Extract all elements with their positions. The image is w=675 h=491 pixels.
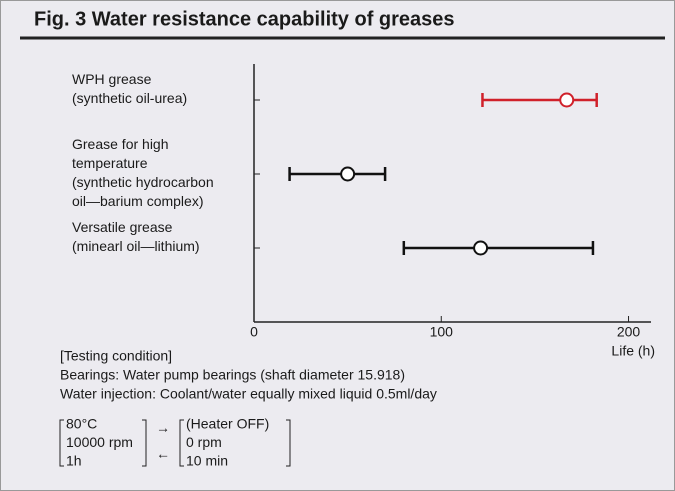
category-label: Grease for high [72, 136, 169, 152]
condition-left: 1h [66, 453, 82, 469]
bracket [142, 419, 147, 467]
category-label: oil—barium complex) [72, 193, 203, 209]
x-tick-label: 200 [617, 324, 641, 340]
bracket [59, 419, 64, 467]
chart-title: Fig. 3 Water resistance capability of gr… [34, 8, 455, 30]
note: Water injection: Coolant/water equally m… [60, 386, 437, 402]
x-axis-label: Life (h) [611, 343, 655, 359]
condition-right: 0 rpm [186, 434, 222, 450]
condition-right: (Heater OFF) [186, 416, 269, 432]
x-tick-label: 0 [250, 324, 258, 340]
category-label: temperature [72, 155, 148, 171]
note: Bearings: Water pump bearings (shaft dia… [60, 367, 405, 383]
mean-point [340, 166, 356, 182]
category-label: Versatile grease [72, 219, 173, 235]
condition-right: 10 min [186, 453, 228, 469]
category-label: (minearl oil—lithium) [72, 238, 200, 254]
category-label: (synthetic hydrocarbon [72, 174, 214, 190]
bracket [286, 419, 291, 467]
bracket [179, 419, 184, 467]
mean-point [473, 240, 489, 256]
x-tick-label: 100 [430, 324, 454, 340]
note: [Testing condition] [60, 348, 172, 364]
condition-left: 10000 rpm [66, 434, 133, 450]
category-label: (synthetic oil-urea) [72, 90, 187, 106]
condition-arrow: → [156, 420, 170, 436]
category-label: WPH grease [72, 71, 152, 87]
mean-point [559, 92, 575, 108]
condition-arrow: ← [156, 446, 170, 462]
condition-left: 80°C [66, 416, 97, 432]
